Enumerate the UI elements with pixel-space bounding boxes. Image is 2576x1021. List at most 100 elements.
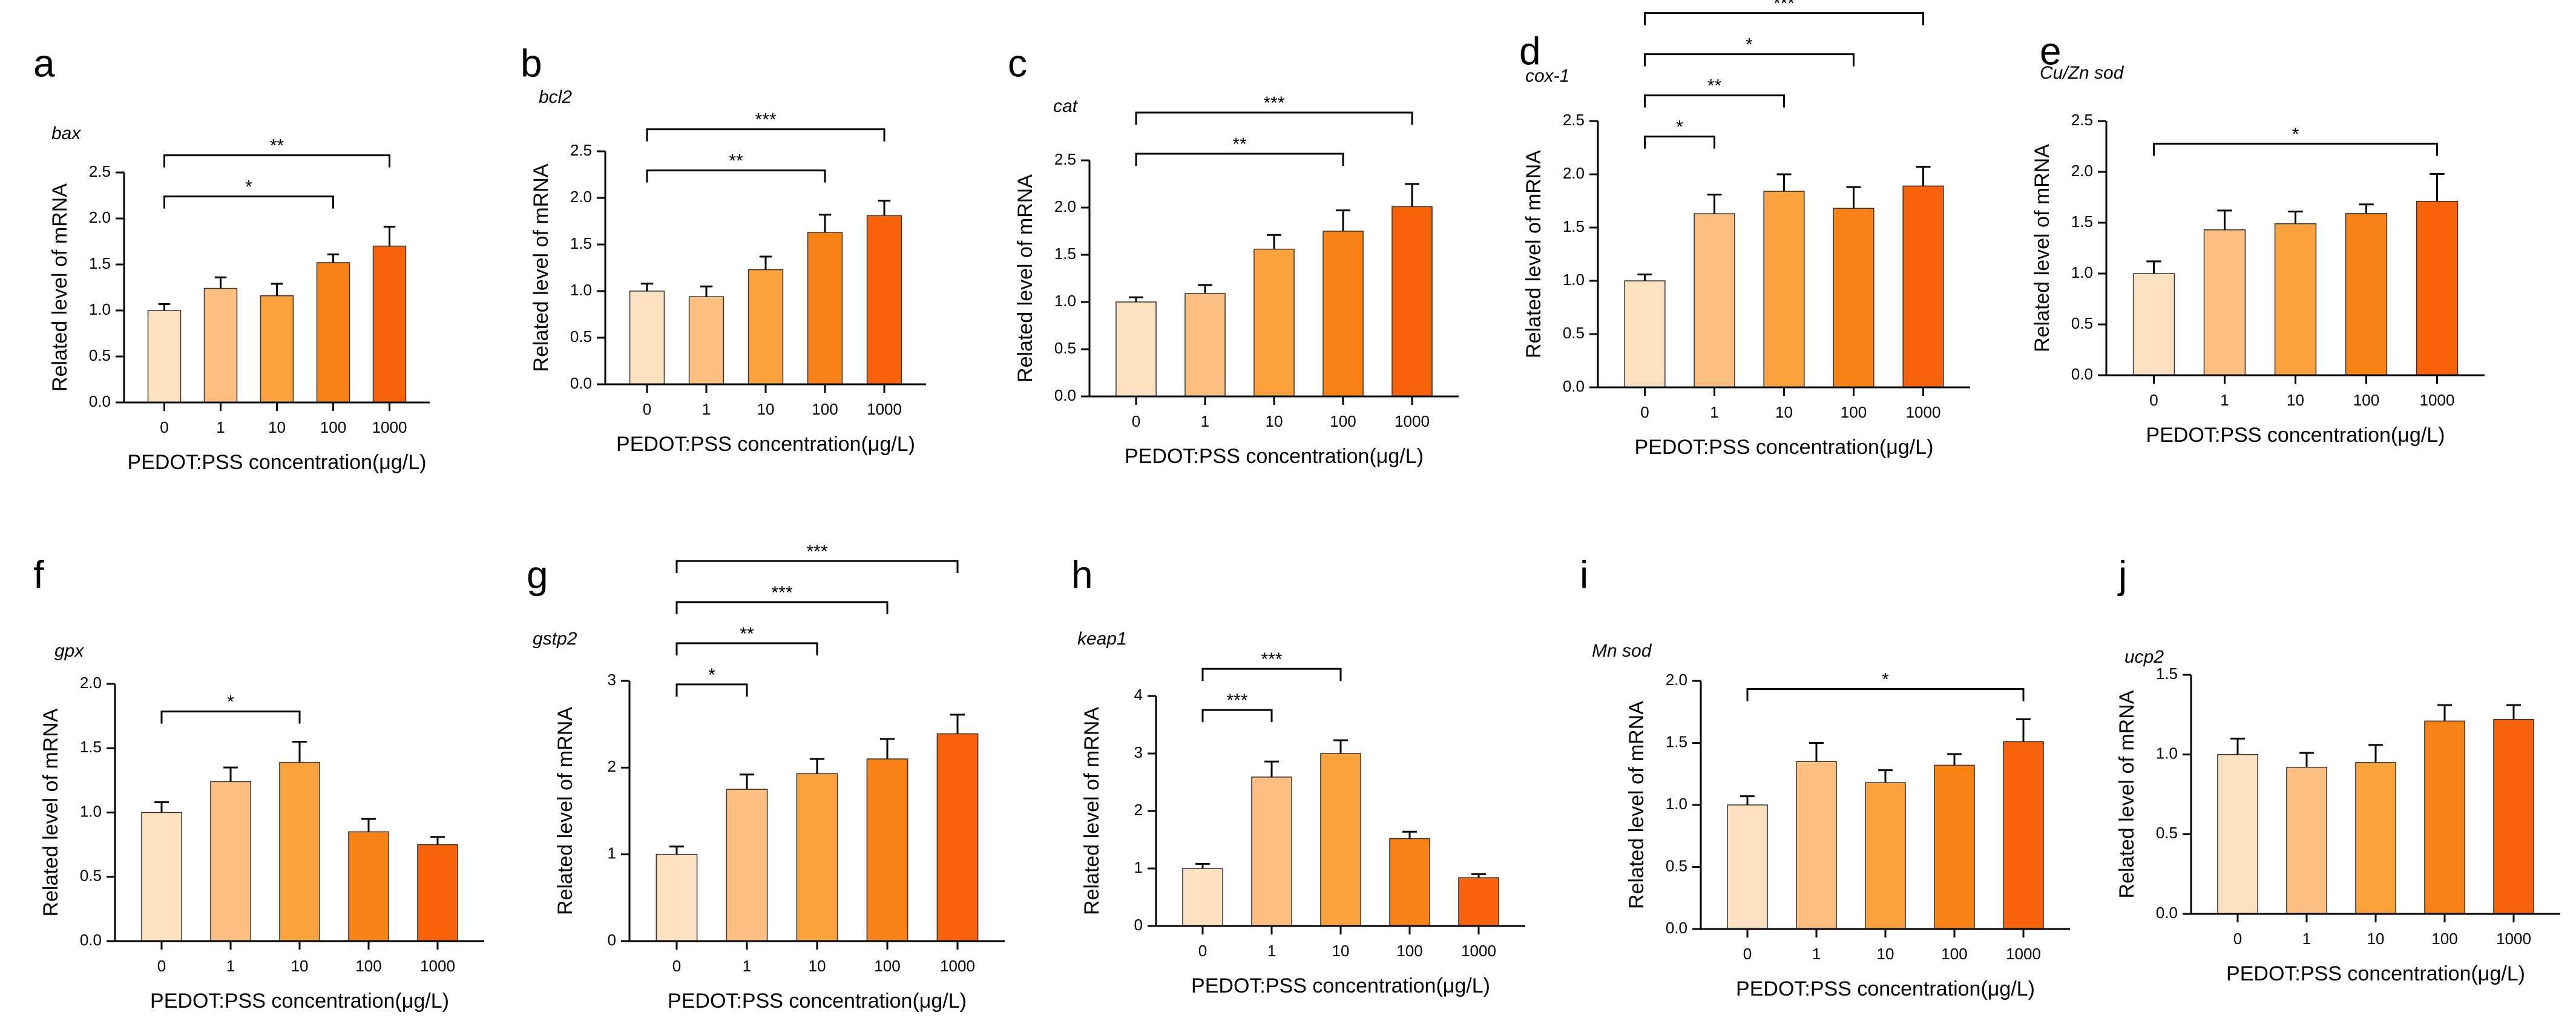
- panel-d-ytick-label: 2.5: [1563, 111, 1585, 129]
- panel-i-xtick-label: 1000: [2006, 945, 2041, 963]
- panel-c-ytick-label: 0.0: [1054, 386, 1076, 404]
- panel-d-error-bar-1000: [1916, 166, 1931, 186]
- panel-j-ytick-label: 1.5: [2156, 665, 2178, 683]
- panel-f-xtick-label: 1: [226, 957, 235, 975]
- panel-j-bar-0: [2217, 753, 2258, 914]
- panel-g-xtick-label: 1: [743, 957, 751, 975]
- panel-g-error-bar-1000: [950, 714, 965, 734]
- panel-c-error-bar-1000: [1405, 183, 1419, 207]
- panel-i-sig-label: *: [1882, 670, 1889, 690]
- panel-d-bar-0: [1624, 280, 1666, 388]
- panel-a-xtick-label: 10: [268, 418, 286, 436]
- panel-j-error-bar-1: [2299, 752, 2314, 767]
- panel-g-sig-bracket: [675, 642, 818, 655]
- panel-a-error-bar-100: [327, 253, 340, 263]
- panel-g-bar-100: [866, 758, 908, 942]
- panel-e-xaxis-title: PEDOT:PSS concentration(μg/L): [2146, 424, 2445, 447]
- panel-b-xtick-label: 1000: [867, 400, 902, 418]
- panel-e-xtick-label: 10: [2287, 391, 2304, 409]
- panel-f-letter: f: [33, 553, 44, 596]
- panel-b-xtick-label: 100: [812, 400, 838, 418]
- panel-h-error-bar-10: [1333, 739, 1348, 753]
- panel-g-bar-1000: [936, 733, 979, 942]
- panel-g-error-bar-0: [669, 845, 685, 855]
- panel-j-ytick-label: 1.0: [2156, 744, 2178, 763]
- panel-i-xtick-label: 1: [1812, 945, 1821, 963]
- panel-a-bar-0: [147, 310, 182, 403]
- panel-a-bar-1: [203, 287, 238, 403]
- panel-h-bar-1: [1251, 776, 1292, 927]
- panel-g-ytick-label: 0: [608, 931, 616, 949]
- panel-e-gene-label: Cu/Zn sod: [2040, 63, 2124, 83]
- panel-c-xtick-label: 100: [1330, 412, 1356, 430]
- panel-h-error-bar-1000: [1471, 873, 1486, 878]
- panel-h-xtick-label: 10: [1332, 942, 1350, 960]
- panel-e-ytick-label: 1.5: [2071, 212, 2093, 231]
- panel-i-ytick-label: 2.0: [1666, 671, 1687, 689]
- panel-c-ytick-label: 2.5: [1054, 150, 1076, 168]
- panel-f-bar-0: [141, 812, 182, 942]
- panel-h-bar-100: [1389, 838, 1430, 927]
- panel-a-ytick-label: 1.5: [89, 254, 111, 272]
- panel-f-bar-1: [210, 781, 251, 942]
- panel-c-xaxis-title: PEDOT:PSS concentration(μg/L): [1125, 445, 1424, 468]
- panel-f-ytick-label: 1.0: [80, 802, 102, 820]
- panel-g-xtick-label: 100: [874, 957, 900, 975]
- panel-b-error-bar-10: [759, 255, 772, 270]
- panel-j-bar-10: [2355, 762, 2396, 914]
- panel-a-xaxis-title: PEDOT:PSS concentration(μg/L): [128, 451, 427, 474]
- panel-j-yaxis-title: Related level of mRNA: [2115, 690, 2138, 898]
- panel-d-sig-bracket: [1644, 53, 1855, 67]
- panel-f-xtick-label: 0: [157, 957, 166, 975]
- panel-c-ytick-label: 1.0: [1054, 292, 1076, 310]
- panel-d-bar-1: [1694, 213, 1735, 388]
- panel-e-bar-1000: [2416, 200, 2459, 376]
- panel-f-xtick-label: 10: [291, 957, 309, 975]
- panel-b-bar-1000: [866, 215, 902, 385]
- panel-b-ytick-label: 0.0: [570, 374, 592, 392]
- panel-h-sig-label: ***: [1261, 649, 1282, 669]
- panel-i-ytick-label: 0.5: [1666, 856, 1687, 875]
- panel-j-xtick-label: 1000: [2496, 930, 2531, 948]
- panel-h-sig-label: ***: [1226, 691, 1247, 711]
- panel-j-error-bar-0: [2230, 737, 2245, 755]
- panel-b-sig-label: ***: [755, 110, 776, 130]
- panel-h-xtick-label: 100: [1396, 942, 1422, 960]
- panel-j-xaxis-title: PEDOT:PSS concentration(μg/L): [2226, 962, 2525, 985]
- panel-f-error-bar-0: [154, 801, 169, 813]
- panel-g-ytick-label: 3: [608, 671, 616, 689]
- panel-c-error-bar-1: [1198, 284, 1212, 294]
- panel-c-letter: c: [1008, 41, 1027, 85]
- panel-c-gene-label: cat: [1053, 96, 1079, 116]
- panel-c-xtick-label: 10: [1266, 412, 1283, 430]
- panel-g-sig-label: ***: [771, 583, 792, 603]
- panel-i-gene-label: Mn sod: [1592, 641, 1652, 661]
- panel-b-error-bar-100: [818, 214, 832, 232]
- panel-e-ytick-label: 1.0: [2071, 263, 2093, 281]
- panel-j-xtick-label: 0: [2233, 930, 2242, 948]
- panel-d-sig-bracket: [1644, 136, 1715, 149]
- panel-j-letter: j: [2117, 553, 2127, 596]
- panel-j-xtick-label: 1: [2302, 930, 2311, 948]
- panel-f-xtick-label: 1000: [420, 957, 455, 975]
- panel-j-error-bar-10: [2368, 744, 2383, 763]
- panel-f-gene-label: gpx: [54, 641, 84, 661]
- panel-b-ytick-label: 1.5: [570, 234, 592, 252]
- panel-d-bar-100: [1833, 208, 1874, 388]
- panel-a-bar-100: [316, 262, 350, 403]
- panel-g-sig-bracket: [675, 683, 748, 697]
- panel-i-error-bar-100: [1947, 753, 1962, 766]
- panel-h-sig-bracket: [1201, 709, 1273, 723]
- panel-c-bar-1: [1184, 293, 1226, 397]
- panel-d-xtick-label: 1: [1710, 403, 1718, 421]
- panel-g-bar-1: [726, 789, 768, 942]
- panel-a-ytick-label: 1.0: [89, 300, 111, 318]
- panel-e-xtick-label: 100: [2353, 391, 2379, 409]
- panel-d-sig-label: *: [1746, 35, 1753, 55]
- panel-g-letter: g: [527, 553, 548, 596]
- panel-d-xtick-label: 1000: [1906, 403, 1941, 421]
- panel-j-ytick-label: 0.0: [2156, 904, 2178, 922]
- panel-e-error-bar-1: [2217, 209, 2232, 230]
- panel-e-yaxis-title: Related level of mRNA: [2031, 144, 2054, 352]
- panel-g-ytick-label: 2: [608, 757, 616, 775]
